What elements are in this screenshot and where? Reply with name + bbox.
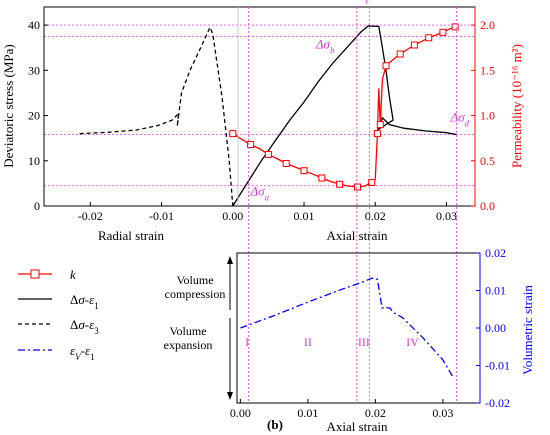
region-label: I xyxy=(245,335,249,349)
y-left-tick-label: 40 xyxy=(28,18,40,32)
x-tick-label: 0.00 xyxy=(222,209,243,223)
data-point xyxy=(425,34,433,42)
bottom-plot-frame xyxy=(236,252,481,404)
volume-expansion-line2: expansion xyxy=(164,338,213,352)
bottom-x-tick-label: 0.03 xyxy=(432,406,453,420)
x-tick-label: -0.01 xyxy=(149,209,174,223)
legend-item-stress-axial: Δσ-ε1 xyxy=(18,292,99,311)
bottom-y-tick-label: -0.02 xyxy=(485,396,510,410)
bottom-guide-lines xyxy=(248,7,457,403)
x-label-radial: Radial strain xyxy=(98,228,165,243)
y-left-tick-label: 0 xyxy=(34,199,40,213)
annotation-delta-sigma-c: Δσc xyxy=(351,0,370,6)
data-point xyxy=(376,121,384,129)
region-label: II xyxy=(304,335,312,349)
legend-item-stress-radial: Δσ-ε3 xyxy=(18,317,99,336)
y-right-label: Permeability (10⁻¹⁶ m²) xyxy=(509,44,524,168)
data-point xyxy=(282,160,290,167)
data-point xyxy=(451,23,459,31)
region-label: III xyxy=(358,335,370,349)
bottom-y-right-label: Volumetric strain xyxy=(520,285,535,375)
legend-item-volumetric: εV-ε1 xyxy=(18,343,95,362)
series-line xyxy=(79,25,234,207)
x-tick-label: 0.03 xyxy=(436,209,457,223)
x-tick-label: 0.01 xyxy=(294,209,315,223)
volume-expansion-line1: Volume xyxy=(169,324,206,338)
region-label: IV xyxy=(406,335,419,349)
annotation-delta-sigma-b: Δσb xyxy=(315,36,335,55)
data-point xyxy=(368,179,376,186)
volume-compression-line2: compression xyxy=(165,287,226,301)
data-point xyxy=(229,130,237,138)
annotation-delta-sigma-d: Δσd xyxy=(449,109,469,128)
x-tick-label: 0.02 xyxy=(365,209,386,223)
data-point xyxy=(300,167,308,175)
y-left-tick-label: 10 xyxy=(28,154,40,168)
data-point xyxy=(439,28,447,36)
annotations: Δσa Δσb Δσc Δσd xyxy=(249,0,469,202)
volumetric-line xyxy=(240,277,453,377)
x-label-axial: Axial strain xyxy=(326,228,388,243)
y-left-label: Deviatoric stress (MPa) xyxy=(1,44,16,167)
legend-label-volumetric: εV-ε1 xyxy=(70,343,95,362)
annotation-delta-sigma-a: Δσa xyxy=(249,183,269,202)
top-series xyxy=(79,23,459,207)
bottom-axes: 0.00 0.01 0.02 0.03 0.02 0.01 0.00 -0.01 -0.02 xyxy=(230,246,510,420)
volume-compression-line1: Volume xyxy=(176,273,213,287)
data-point xyxy=(318,174,326,182)
figure-caption: (b) xyxy=(267,417,283,432)
bottom-y-tick-label: -0.01 xyxy=(485,359,510,373)
legend-item-k: k xyxy=(18,267,76,282)
y-right-tick-label: 1.5 xyxy=(480,63,495,77)
bottom-chart: 0.00 0.01 0.02 0.03 0.02 0.01 0.00 -0.01 -0.02 I… xyxy=(164,7,535,434)
bottom-series xyxy=(240,277,453,377)
top-chart: -0.02 -0.01 0.00 0.01 0.02 0.03 0 10 20 30 40 0.0 0.… xyxy=(1,0,524,243)
data-point xyxy=(373,130,381,138)
bottom-y-tick-label: 0.00 xyxy=(485,321,506,335)
bottom-y-tick-label: 0.02 xyxy=(485,246,506,260)
data-point xyxy=(336,180,344,188)
top-plot-frame xyxy=(43,6,476,207)
series-line xyxy=(232,25,457,207)
bottom-y-tick-label: 0.01 xyxy=(485,284,506,298)
legend-label-k: k xyxy=(70,267,76,282)
data-point xyxy=(410,41,418,49)
data-point xyxy=(264,150,272,158)
bottom-x-label: Axial strain xyxy=(326,419,388,434)
data-point xyxy=(396,50,404,58)
bottom-x-tick-label: 0.01 xyxy=(297,406,318,420)
region-labels: I II III IV xyxy=(245,335,419,349)
y-right-tick-label: 0.5 xyxy=(480,154,495,168)
legend: k Δσ-ε1 Δσ-ε3 εV-ε1 xyxy=(18,267,99,362)
y-right-tick-label: 0.0 xyxy=(480,199,495,213)
bottom-x-tick-label: 0.02 xyxy=(365,406,386,420)
x-tick-label: -0.02 xyxy=(78,209,103,223)
guide-lines xyxy=(44,24,475,187)
legend-label-stress-radial: Δσ-ε3 xyxy=(70,317,99,336)
y-right-tick-label: 2.0 xyxy=(480,18,495,32)
y-left-tick-label: 30 xyxy=(28,63,40,77)
bottom-x-tick-label: 0.00 xyxy=(230,406,251,420)
y-right-tick-label: 1.0 xyxy=(480,109,495,123)
data-point xyxy=(247,141,255,148)
y-left-tick-label: 20 xyxy=(28,109,40,123)
volume-arrows xyxy=(227,256,233,400)
data-point xyxy=(382,62,390,70)
data-point xyxy=(354,183,361,191)
legend-label-stress-axial: Δσ-ε1 xyxy=(70,292,99,311)
